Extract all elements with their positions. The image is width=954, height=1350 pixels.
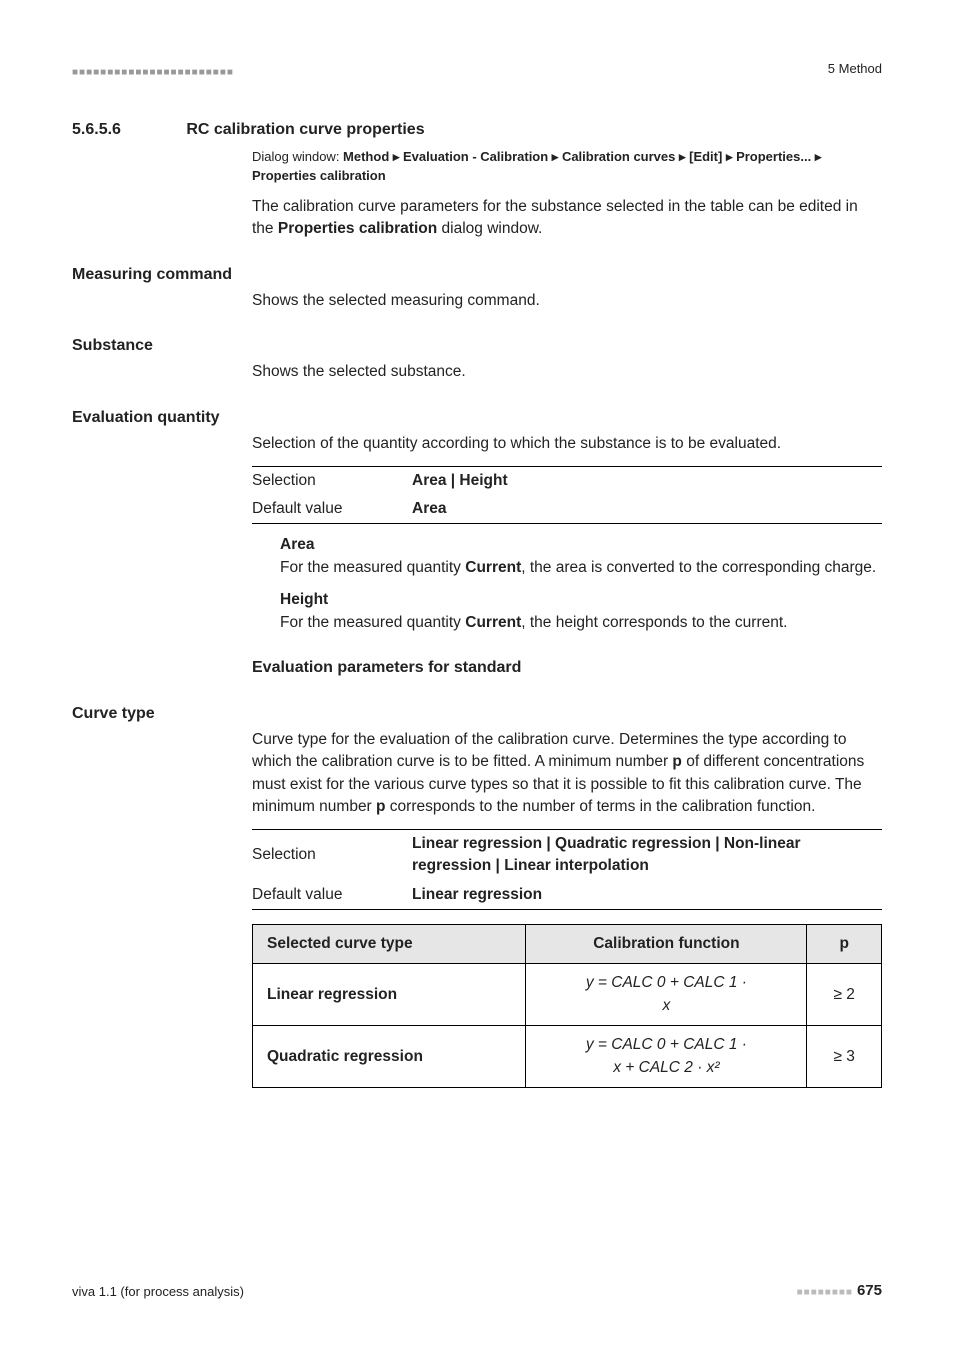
r1c2b: x (663, 997, 671, 1014)
footer-left: viva 1.1 (for process analysis) (72, 1283, 244, 1302)
r1c2: y = CALC 0 + CALC 1 · x (526, 964, 807, 1026)
ct-bold2: p (376, 798, 385, 815)
section-title: RC calibration curve properties (186, 118, 424, 141)
ct-sel-value: Linear regression | Quadratic regression… (412, 835, 801, 874)
section-number: 5.6.5.6 (72, 118, 182, 141)
section-intro: The calibration curve parameters for the… (252, 196, 882, 241)
measuring-body: Shows the selected measuring command. (252, 290, 882, 312)
r1c1: Linear regression (267, 986, 397, 1003)
r2c1: Quadratic regression (267, 1048, 423, 1065)
substance-body: Shows the selected substance. (252, 361, 882, 383)
area-bold: Current (465, 559, 521, 576)
r2c2: y = CALC 0 + CALC 1 · x + CALC 2 · x² (526, 1026, 807, 1088)
height-bold: Current (465, 614, 521, 631)
evalqty-heading: Evaluation quantity (72, 406, 882, 429)
evalqty-table: Selection Area | Height Default value Ar… (252, 466, 882, 525)
th-selected-type: Selected curve type (253, 925, 526, 964)
footer-page: 675 (857, 1282, 882, 1299)
r1c3: ≥ 2 (807, 964, 882, 1026)
intro-b: dialog window. (437, 220, 542, 237)
height-body: For the measured quantity Current, the h… (280, 612, 882, 634)
evalqty-body: Selection of the quantity according to w… (252, 433, 882, 455)
header-marks: ■■■■■■■■■■■■■■■■■■■■■■■ (72, 67, 234, 78)
measuring-heading: Measuring command (72, 263, 882, 286)
curvetype-heading: Curve type (72, 702, 882, 725)
height-term: Height (280, 589, 882, 611)
ct-def-value: Linear regression (412, 886, 542, 903)
table-row: Selection Linear regression | Quadratic … (252, 829, 882, 880)
dialog-prefix: Dialog window: (252, 149, 343, 164)
footer-marks: ■■■■■■■■ (797, 1287, 853, 1298)
curve-function-table: Selected curve type Calibration function… (252, 924, 882, 1088)
r2c2b: x + CALC 2 · x² (613, 1059, 719, 1076)
table-row: Selected curve type Calibration function… (253, 925, 882, 964)
area-body: For the measured quantity Current, the a… (280, 557, 882, 579)
th-p: p (807, 925, 882, 964)
ct-def-label: Default value (252, 881, 412, 910)
table-row: Linear regression y = CALC 0 + CALC 1 · … (253, 964, 882, 1026)
ct-sel-label: Selection (252, 829, 412, 880)
r1c2a: y = CALC 0 + CALC 1 · (586, 974, 747, 991)
th-cal-function: Calibration function (526, 925, 807, 964)
r2c3: ≥ 3 (807, 1026, 882, 1088)
header-section-label: 5 Method (828, 60, 882, 79)
selection-value: Area | Height (412, 472, 508, 489)
area-term: Area (280, 534, 882, 556)
curvetype-para: Curve type for the evaluation of the cal… (252, 729, 882, 819)
curvetype-kv-table: Selection Linear regression | Quadratic … (252, 829, 882, 910)
table-row: Default value Linear regression (252, 881, 882, 910)
table-row: Default value Area (252, 495, 882, 524)
r2c2a: y = CALC 0 + CALC 1 · (586, 1036, 747, 1053)
default-label: Default value (252, 495, 412, 524)
substance-heading: Substance (72, 334, 882, 357)
table-row: Quadratic regression y = CALC 0 + CALC 1… (253, 1026, 882, 1088)
ct-c: corresponds to the number of terms in th… (386, 798, 816, 815)
height-b: , the height corresponds to the current. (521, 614, 787, 631)
intro-bold: Properties calibration (278, 220, 437, 237)
evalparams-heading: Evaluation parameters for standard (252, 656, 882, 679)
area-a: For the measured quantity (280, 559, 465, 576)
area-b: , the area is converted to the correspon… (521, 559, 876, 576)
table-row: Selection Area | Height (252, 466, 882, 495)
default-value: Area (412, 500, 446, 517)
dialog-path: Dialog window: Method ▸ Evaluation - Cal… (252, 148, 882, 186)
ct-bold1: p (672, 753, 681, 770)
footer-right: ■■■■■■■■ 675 (797, 1280, 882, 1302)
height-a: For the measured quantity (280, 614, 465, 631)
selection-label: Selection (252, 466, 412, 495)
